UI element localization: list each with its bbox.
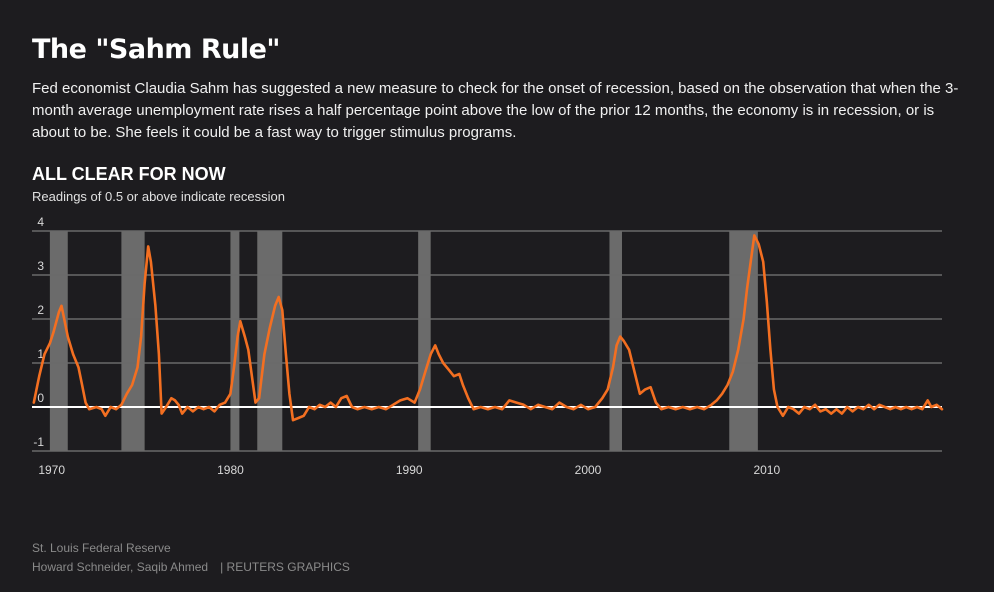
y-tick-label: 1 [37, 347, 44, 361]
authors: Howard Schneider, Saqib Ahmed [32, 560, 209, 574]
recession-band [418, 231, 431, 451]
y-tick-label: 0 [37, 391, 44, 405]
source-note: St. Louis Federal Reserve [32, 541, 171, 555]
x-tick-label: 1970 [38, 463, 65, 477]
y-tick-label: -1 [33, 435, 44, 449]
sahm-rule-line-chart: -1 0 1 2 3 4 1970 1980 1990 2000 2010 [32, 215, 944, 477]
chart-title: The "Sahm Rule" [32, 34, 281, 65]
y-tick-label: 2 [37, 303, 44, 317]
recession-band [121, 231, 145, 451]
sahm-rule-series-line [32, 234, 944, 422]
agency-credit: | REUTERS GRAPHICS [220, 560, 350, 574]
x-tick-label: 1990 [396, 463, 423, 477]
x-tick-label: 1980 [217, 463, 244, 477]
chart-subhead: ALL CLEAR FOR NOW [32, 164, 226, 184]
recession-band [230, 231, 240, 451]
chart-description: Fed economist Claudia Sahm has suggested… [32, 80, 959, 141]
x-tick-label: 2010 [753, 463, 780, 477]
recession-band [729, 231, 758, 451]
y-tick-label: 3 [37, 259, 44, 273]
y-tick-label: 4 [37, 215, 44, 229]
credit-line: Howard Schneider, Saqib Ahmed | REUTERS G… [32, 560, 350, 574]
recession-band [609, 231, 622, 451]
x-tick-label: 2000 [575, 463, 602, 477]
recession-band [49, 231, 68, 451]
recession-band [257, 231, 283, 451]
chart-subtitle: Readings of 0.5 or above indicate recess… [32, 189, 285, 204]
